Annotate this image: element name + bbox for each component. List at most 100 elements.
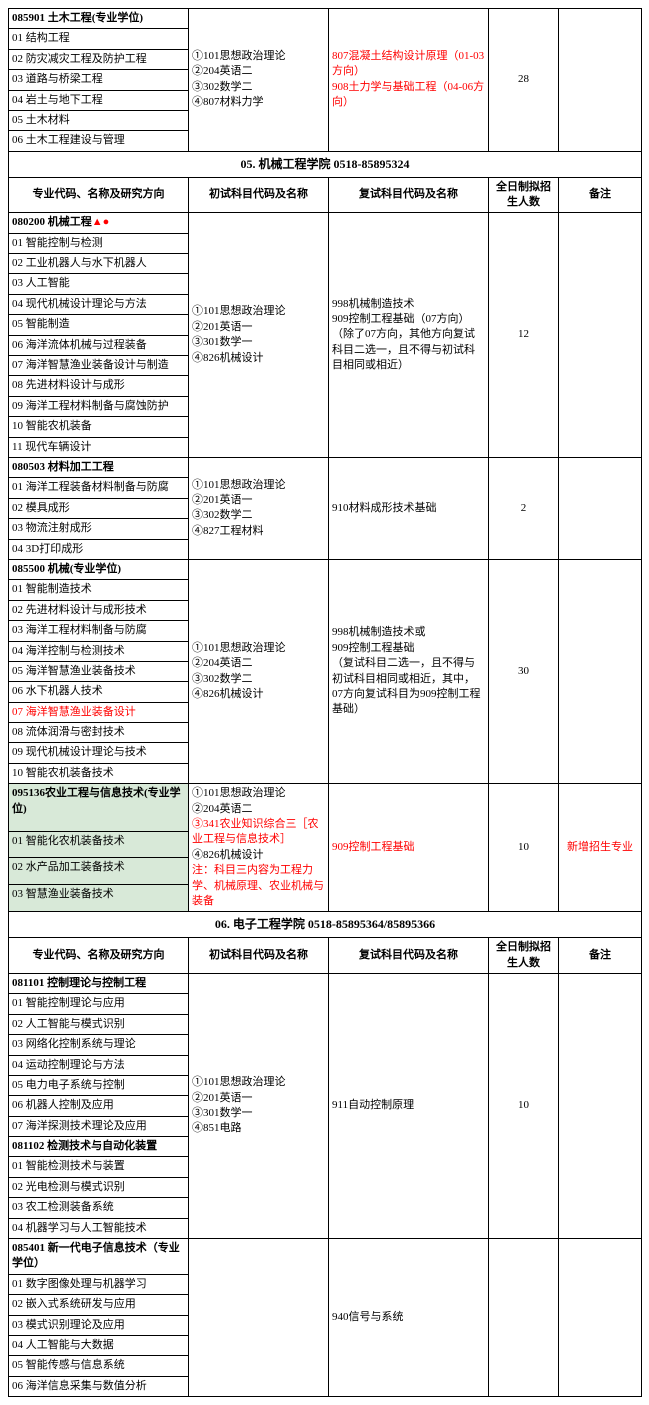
quota-080200: 12 — [489, 213, 559, 458]
dir: 05 海洋智慧渔业装备技术 — [9, 661, 189, 681]
dir: 03 人工智能 — [9, 274, 189, 294]
dir: 06 机器人控制及应用 — [9, 1096, 189, 1116]
exam-085401 — [189, 1239, 329, 1397]
code-080200: 080200 机械工程▲● — [9, 213, 189, 233]
exam-080200: ①101思想政治理论 ②201英语一 ③301数学一 ④826机械设计 — [189, 213, 329, 458]
note-085401 — [559, 1239, 642, 1397]
hdr2-c2: 初试科目代码及名称 — [189, 938, 329, 974]
exam-part4: 注：科目三内容为工程力学、机械原理、农业机械与装备 — [192, 864, 324, 907]
dir: 02 水产品加工装备技术 — [9, 858, 189, 885]
dir: 04 运动控制理论与方法 — [9, 1055, 189, 1075]
note-085500 — [559, 559, 642, 783]
dir: 10 智能农机装备 — [9, 417, 189, 437]
dir: 02 人工智能与模式识别 — [9, 1014, 189, 1034]
hdr-c3: 复试科目代码及名称 — [329, 177, 489, 213]
dir: 01 智能制造技术 — [9, 580, 189, 600]
hdr2-c1: 专业代码、名称及研究方向 — [9, 938, 189, 974]
dir: 01 数字图像处理与机器学习 — [9, 1274, 189, 1294]
dir: 03 农工检测装备系统 — [9, 1198, 189, 1218]
quota-085401 — [489, 1239, 559, 1397]
retest-085401: 940信号与系统 — [329, 1239, 489, 1397]
dir: 09 海洋工程材料制备与腐蚀防护 — [9, 396, 189, 416]
dir: 02 工业机器人与水下机器人 — [9, 254, 189, 274]
dir: 11 现代车辆设计 — [9, 437, 189, 457]
section-06-title: 06. 电子工程学院 0518-85895364/85895366 — [9, 912, 642, 938]
dir: 06 海洋流体机械与过程装备 — [9, 335, 189, 355]
exam-part1: ①101思想政治理论 ②204英语二 — [192, 787, 286, 814]
dir: 06 海洋信息采集与数值分析 — [9, 1376, 189, 1396]
note-081101 — [559, 973, 642, 1238]
code-085901: 085901 土木工程(专业学位) — [9, 9, 189, 29]
dir: 03 智慧渔业装备技术 — [9, 885, 189, 912]
dir: 04 现代机械设计理论与方法 — [9, 294, 189, 314]
dir: 04 岩土与地下工程 — [9, 90, 189, 110]
exam-080503: ①101思想政治理论 ②201英语一 ③302数学二 ④827工程材料 — [189, 458, 329, 560]
retest-080200: 998机械制造技术 909控制工程基础（07方向） （除了07方向，其他方向复试… — [329, 213, 489, 458]
dir: 05 智能传感与信息系统 — [9, 1356, 189, 1376]
dir: 06 水下机器人技术 — [9, 682, 189, 702]
dir: 03 网络化控制系统与理论 — [9, 1035, 189, 1055]
note-095136: 新增招生专业 — [559, 784, 642, 912]
retest-085500: 998机械制造技术或 909控制工程基础 （复试科目二选一，且不得与初试科目相同… — [329, 559, 489, 783]
quota-081101: 10 — [489, 973, 559, 1238]
dir: 04 人工智能与大数据 — [9, 1335, 189, 1355]
note-080503 — [559, 458, 642, 560]
exam-085901: ①101思想政治理论 ②204英语二 ③302数学二 ④807材料力学 — [189, 9, 329, 152]
dir: 06 土木工程建设与管理 — [9, 131, 189, 151]
dir: 01 智能化农机装备技术 — [9, 831, 189, 858]
exam-081101: ①101思想政治理论 ②201英语一 ③301数学一 ④851电路 — [189, 973, 329, 1238]
code-095136: 095136农业工程与信息技术(专业学位) — [9, 784, 189, 831]
dir: 04 海洋控制与检测技术 — [9, 641, 189, 661]
dir: 05 智能制造 — [9, 315, 189, 335]
hdr2-c5: 备注 — [559, 938, 642, 974]
note-085901 — [559, 9, 642, 152]
section-05-title: 05. 机械工程学院 0518-85895324 — [9, 151, 642, 177]
dir: 03 模式识别理论及应用 — [9, 1315, 189, 1335]
dir: 10 智能农机装备技术 — [9, 763, 189, 783]
retest-080503: 910材料成形技术基础 — [329, 458, 489, 560]
code-080503: 080503 材料加工工程 — [9, 458, 189, 478]
exam-part2: ③341农业知识综合三［农业工程与信息技术］ — [192, 818, 319, 845]
code-085401: 085401 新一代电子信息技术（专业学位） — [9, 1239, 189, 1275]
dir-red: 07 海洋智慧渔业装备设计 — [9, 702, 189, 722]
code-081102: 081102 检测技术与自动化装置 — [9, 1137, 189, 1157]
dir: 02 先进材料设计与成形技术 — [9, 600, 189, 620]
hdr-c4: 全日制拟招生人数 — [489, 177, 559, 213]
dir: 07 海洋智慧渔业装备设计与制造 — [9, 356, 189, 376]
hdr-c1: 专业代码、名称及研究方向 — [9, 177, 189, 213]
dir: 05 电力电子系统与控制 — [9, 1075, 189, 1095]
hdr2-c3: 复试科目代码及名称 — [329, 938, 489, 974]
dir: 01 智能控制与检测 — [9, 233, 189, 253]
retest-081101: 911自动控制原理 — [329, 973, 489, 1238]
dir: 05 土木材料 — [9, 110, 189, 130]
dir: 07 海洋探测技术理论及应用 — [9, 1116, 189, 1136]
hdr2-c4: 全日制拟招生人数 — [489, 938, 559, 974]
hdr-c5: 备注 — [559, 177, 642, 213]
dir: 04 机器学习与人工智能技术 — [9, 1218, 189, 1238]
dir: 01 海洋工程装备材料制备与防腐 — [9, 478, 189, 498]
code-085500: 085500 机械(专业学位) — [9, 559, 189, 579]
exam-part3: ④826机械设计 — [192, 849, 264, 861]
dir: 02 模具成形 — [9, 498, 189, 518]
code-081101: 081101 控制理论与控制工程 — [9, 973, 189, 993]
dir: 08 先进材料设计与成形 — [9, 376, 189, 396]
dir: 01 智能控制理论与应用 — [9, 994, 189, 1014]
retest-095136: 909控制工程基础 — [329, 784, 489, 912]
dir: 04 3D打印成形 — [9, 539, 189, 559]
dir: 08 流体润滑与密封技术 — [9, 723, 189, 743]
dir: 09 现代机械设计理论与技术 — [9, 743, 189, 763]
quota-080503: 2 — [489, 458, 559, 560]
dir: 02 防灾减灾工程及防护工程 — [9, 49, 189, 69]
quota-095136: 10 — [489, 784, 559, 912]
dir: 03 海洋工程材料制备与防腐 — [9, 621, 189, 641]
dir: 03 道路与桥梁工程 — [9, 70, 189, 90]
dir: 01 结构工程 — [9, 29, 189, 49]
exam-095136: ①101思想政治理论 ②204英语二 ③341农业知识综合三［农业工程与信息技术… — [189, 784, 329, 912]
dir: 01 智能检测技术与装置 — [9, 1157, 189, 1177]
quota-085901: 28 — [489, 9, 559, 152]
quota-085500: 30 — [489, 559, 559, 783]
note-080200 — [559, 213, 642, 458]
retest-085901: 807混凝土结构设计原理（01-03方向） 908土力学与基础工程（04-06方… — [329, 9, 489, 152]
dir: 02 嵌入式系统研发与应用 — [9, 1295, 189, 1315]
hdr-c2: 初试科目代码及名称 — [189, 177, 329, 213]
